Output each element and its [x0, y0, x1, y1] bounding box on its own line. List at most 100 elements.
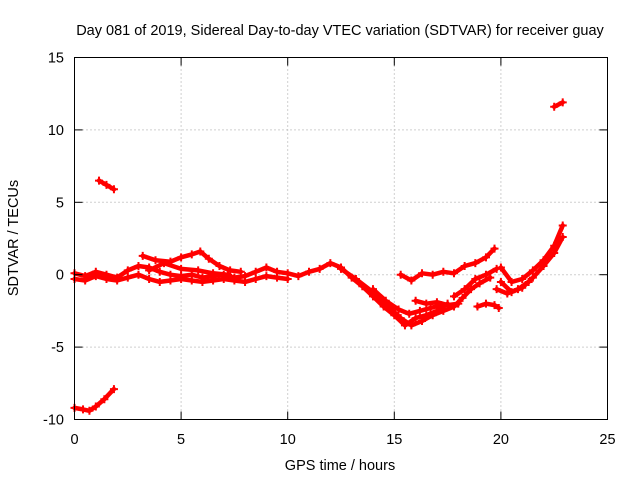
- y-tick-label: 15: [48, 51, 64, 67]
- grid-lines: [74, 57, 608, 420]
- data-point: [524, 277, 533, 286]
- data-point: [187, 250, 196, 259]
- data-point: [187, 276, 196, 285]
- data-point: [198, 277, 207, 286]
- data-point: [102, 275, 111, 284]
- data-point: [494, 304, 503, 313]
- data-point: [454, 299, 463, 308]
- x-axis-label: GPS time / hours: [285, 458, 395, 474]
- data-series: [70, 98, 567, 415]
- x-tick-label: 15: [386, 432, 402, 448]
- data-point: [177, 264, 186, 273]
- data-point: [166, 276, 175, 285]
- data-point: [155, 277, 164, 286]
- data-point: [209, 269, 218, 278]
- data-point: [528, 266, 537, 275]
- chart-title: Day 081 of 2019, Sidereal Day-to-day VTE…: [76, 23, 604, 39]
- data-point: [558, 221, 567, 230]
- data-point: [209, 276, 218, 285]
- data-point: [113, 276, 122, 285]
- data-point: [102, 180, 111, 189]
- data-point: [305, 267, 314, 276]
- data-point: [428, 270, 437, 279]
- data-point: [418, 269, 427, 278]
- data-point: [134, 270, 143, 279]
- data-point: [481, 270, 490, 279]
- x-tick-labels: 0 5 10 15 20 25: [70, 432, 615, 448]
- data-point: [558, 233, 567, 242]
- data-point: [204, 254, 213, 263]
- data-point: [109, 185, 118, 194]
- x-tick-label: 0: [70, 432, 78, 448]
- data-point: [236, 267, 245, 276]
- data-point: [230, 276, 239, 285]
- data-point: [241, 277, 250, 286]
- data-point: [396, 314, 405, 323]
- data-point: [490, 301, 499, 310]
- data-point: [490, 244, 499, 253]
- data-point: [262, 272, 271, 281]
- y-tick-label: 10: [48, 123, 64, 139]
- data-point: [513, 285, 522, 294]
- data-point: [145, 266, 154, 275]
- data-point: [449, 269, 458, 278]
- x-tick-label: 10: [280, 432, 296, 448]
- data-point: [518, 275, 527, 284]
- data-point: [471, 259, 480, 268]
- data-point: [81, 276, 90, 285]
- data-point: [315, 264, 324, 273]
- data-point: [481, 253, 490, 262]
- data-point: [411, 314, 420, 323]
- data-point: [95, 176, 104, 185]
- data-point: [428, 311, 437, 320]
- data-point: [109, 385, 118, 394]
- data-point: [460, 285, 469, 294]
- data-point: [91, 402, 100, 411]
- data-point: [496, 263, 505, 272]
- data-point: [449, 292, 458, 301]
- data-point: [215, 262, 224, 271]
- data-point: [123, 266, 132, 275]
- data-point: [151, 256, 160, 265]
- data-point: [160, 259, 169, 268]
- x-tick-label: 20: [493, 432, 509, 448]
- data-point: [507, 277, 516, 286]
- data-point: [496, 277, 505, 286]
- data-point: [396, 270, 405, 279]
- data-point: [177, 275, 186, 284]
- data-point: [439, 267, 448, 276]
- data-point: [550, 248, 559, 257]
- data-point: [475, 279, 484, 288]
- data-point: [155, 267, 164, 276]
- data-point: [337, 264, 345, 273]
- y-tick-label: -10: [43, 413, 64, 429]
- data-point: [418, 317, 427, 326]
- data-point: [407, 321, 416, 330]
- data-point: [473, 302, 482, 311]
- data-point: [79, 405, 88, 414]
- y-tick-labels: -10 -5 0 5 10 15: [43, 51, 64, 429]
- data-point: [471, 275, 480, 284]
- data-point: [458, 293, 467, 302]
- y-tick-label: 5: [56, 195, 64, 211]
- series-track-low-seg: [475, 301, 502, 311]
- data-point: [251, 267, 260, 276]
- data-point: [283, 275, 292, 284]
- data-point: [550, 102, 559, 111]
- x-tick-label: 5: [177, 432, 185, 448]
- data-point: [100, 395, 109, 404]
- data-point: [123, 273, 132, 282]
- data-point: [194, 266, 203, 275]
- y-axis-label: SDTVAR / TECUs: [6, 180, 22, 296]
- data-point: [224, 270, 233, 279]
- series-track-upper-arc: [140, 249, 244, 275]
- series-track-rise-1: [398, 246, 497, 283]
- data-point: [262, 263, 271, 272]
- data-point: [558, 98, 567, 107]
- data-point: [138, 251, 147, 260]
- data-point: [226, 266, 235, 275]
- data-point: [196, 247, 205, 256]
- data-point: [528, 273, 537, 282]
- y-tick-label: 0: [56, 268, 64, 284]
- data-point: [415, 306, 424, 315]
